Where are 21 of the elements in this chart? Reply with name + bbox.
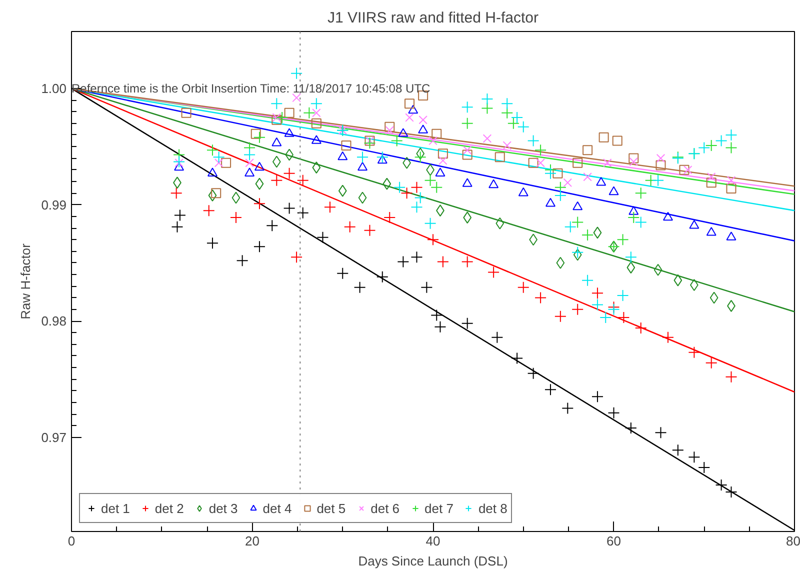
legend-label: det 8: [478, 500, 508, 516]
legend-label: det 4: [262, 500, 292, 516]
legend-label: det 6: [370, 500, 400, 516]
chart-title: J1 VIIRS raw and fitted H-factor: [328, 10, 538, 26]
y-tick-label: 1.00: [41, 80, 67, 96]
y-tick-label: 0.98: [41, 314, 67, 329]
x-tick-label: 0: [68, 534, 76, 548]
legend-label: det 5: [316, 500, 346, 516]
x-tick-label: 80: [786, 534, 800, 548]
x-tick-label: 40: [426, 534, 440, 548]
y-tick-label: 0.97: [41, 430, 67, 445]
legend-label: det 2: [154, 500, 184, 516]
x-axis-title: Days Since Launch (DSL): [358, 554, 508, 568]
x-tick-label: 60: [606, 534, 621, 548]
x-tick-label: 20: [245, 534, 260, 548]
y-tick-label: 0.99: [41, 197, 67, 212]
annotation: Refernce time is the Orbit Insertion Time: 11/18/2017 10:45:08 UTC: [72, 81, 430, 96]
legend-label: det 1: [101, 500, 130, 516]
y-axis-title: Raw H-factor: [18, 242, 34, 320]
legend-label: det 3: [208, 500, 238, 516]
legend-label: det 7: [424, 500, 454, 516]
